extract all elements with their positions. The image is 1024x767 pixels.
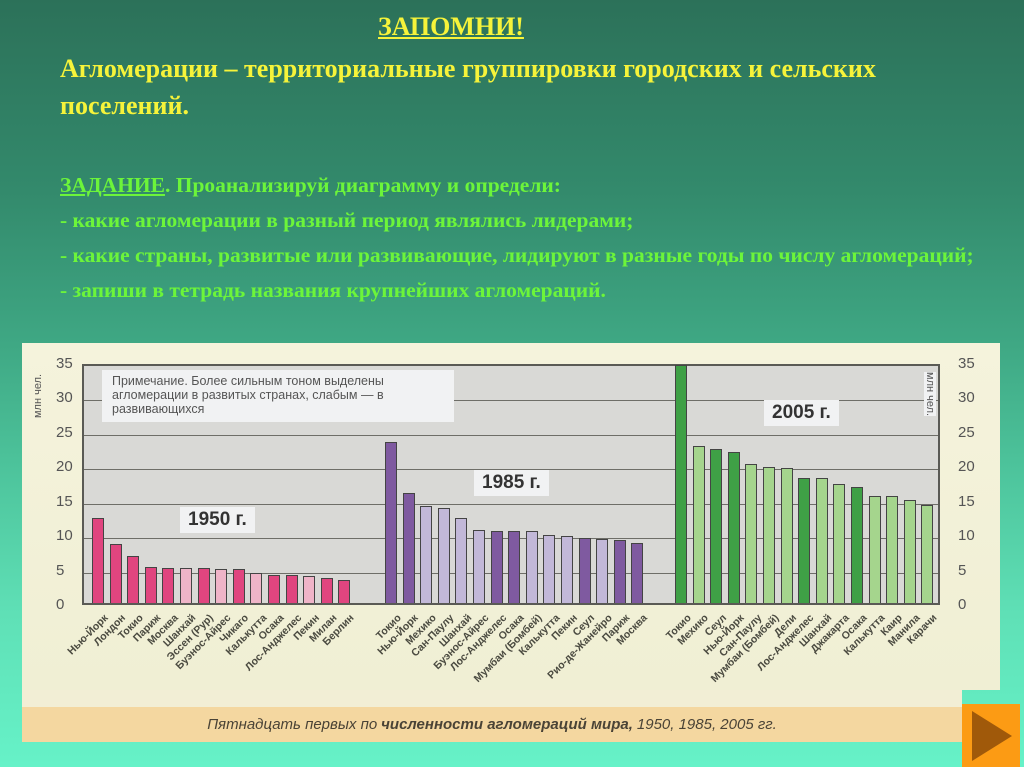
bar: [455, 518, 468, 603]
bar: [162, 567, 175, 603]
gridline: [84, 469, 938, 471]
bar: [285, 575, 298, 603]
y-tick-right: 0: [958, 596, 967, 613]
task-item: - какие агломерации в разный период явля…: [60, 208, 634, 232]
bar: [232, 569, 245, 603]
bar: [710, 449, 723, 603]
bar: [886, 496, 899, 603]
bar: [385, 441, 397, 603]
caption-bold: численности агломераций мира,: [381, 716, 633, 733]
bar: [109, 543, 122, 603]
bar: [833, 483, 846, 603]
y-tick-right: 35: [958, 355, 975, 372]
gridline: [84, 434, 938, 436]
year-label: 1950 г.: [180, 507, 255, 533]
y-tick-left: 30: [56, 389, 73, 407]
bar: [473, 530, 485, 603]
bar: [578, 537, 591, 603]
bar: [727, 451, 740, 603]
next-slide-button[interactable]: [962, 704, 1020, 767]
bar: [215, 569, 228, 603]
bar: [631, 543, 644, 603]
bar: [320, 578, 333, 603]
y-axis-label-right: млн чел.: [924, 372, 936, 417]
y-tick-left: 10: [56, 527, 73, 545]
bar: [561, 535, 573, 603]
bar: [543, 534, 556, 603]
task-item: - какие страны, развитые или развивающие…: [60, 243, 974, 267]
y-tick-right: 15: [958, 492, 975, 510]
gridline: [84, 503, 938, 505]
gridline: [84, 400, 938, 402]
task-item: - запиши в тетрадь названия крупнейших а…: [60, 278, 606, 302]
bar: [508, 531, 521, 603]
bar: [525, 531, 538, 603]
bar: [763, 466, 775, 603]
bar: [144, 567, 157, 603]
bar: [268, 574, 280, 603]
y-tick-left: 0: [56, 596, 65, 613]
bar: [402, 492, 415, 603]
bar: [490, 530, 503, 603]
bar: [303, 576, 316, 603]
task-heading: ЗАДАНИЕ: [60, 173, 165, 197]
task-intro-line: ЗАДАНИЕ. Проанализируй диаграмму и опред…: [60, 168, 1015, 203]
task-block: ЗАДАНИЕ. Проанализируй диаграмму и опред…: [60, 168, 1015, 308]
bar: [420, 505, 433, 603]
bar: [815, 478, 828, 603]
y-tick-right: 25: [958, 423, 975, 441]
chart-caption: Пятнадцать первых по численности агломер…: [22, 707, 962, 742]
y-tick-left: 25: [56, 423, 73, 441]
bar: [338, 580, 351, 603]
bar: [197, 567, 210, 603]
play-arrow-icon: [972, 710, 1012, 761]
bar: [921, 504, 934, 603]
y-tick-right: 20: [958, 458, 975, 476]
bar: [250, 572, 263, 603]
y-tick-left: 15: [56, 492, 73, 510]
bar: [780, 468, 793, 603]
bar: [745, 463, 758, 603]
bar: [851, 486, 863, 603]
y-tick-left: 5: [56, 561, 65, 579]
bar: [868, 495, 881, 603]
bar: [596, 538, 609, 603]
y-tick-right: 10: [958, 527, 975, 545]
y-tick-left: 35: [56, 355, 73, 372]
bar: [798, 478, 811, 603]
bar: [180, 567, 192, 603]
bar: [675, 365, 687, 603]
y-tick-left: 20: [56, 458, 73, 476]
bar: [613, 540, 626, 603]
caption-pre: Пятнадцать первых по: [207, 716, 378, 733]
slide-title: ЗАПОМНИ!: [378, 12, 524, 41]
chart-label-area: [22, 690, 962, 707]
y-tick-right: 5: [958, 561, 967, 579]
bar: [903, 499, 916, 603]
year-label: 2005 г.: [764, 400, 839, 426]
bar: [692, 446, 705, 603]
bar: [92, 518, 104, 603]
year-label: 1985 г.: [474, 470, 549, 496]
y-tick-right: 30: [958, 389, 975, 407]
y-axis-label-left: млн чел.: [32, 373, 44, 418]
chart-note: Примечание. Более сильным тоном выделены…: [102, 370, 454, 422]
task-intro: . Проанализируй диаграмму и определи:: [164, 173, 561, 197]
caption-post: 1950, 1985, 2005 гг.: [636, 716, 777, 733]
bar: [127, 556, 140, 603]
bar: [437, 507, 450, 603]
definition-text: Агломерации – территориальные группировк…: [60, 54, 876, 120]
